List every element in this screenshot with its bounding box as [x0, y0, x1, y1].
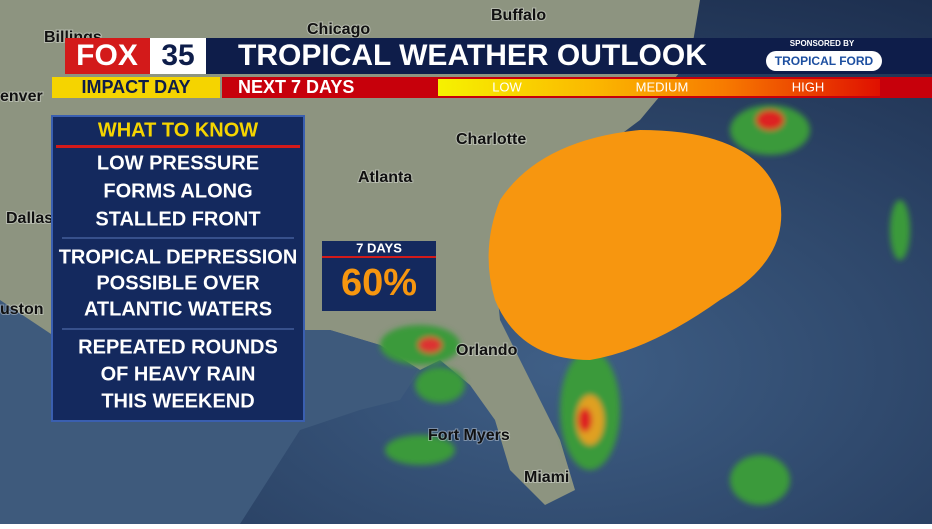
logo-box — [65, 38, 150, 74]
city: Miami — [524, 469, 569, 486]
city: Atlanta — [358, 169, 412, 186]
panel-box — [51, 115, 305, 422]
info-panel: WHAT TO KNOW LOW PRESSURE FORMS ALONG ST… — [51, 115, 305, 422]
chance: 60% — [341, 262, 417, 304]
sponsor-logo — [766, 51, 882, 71]
city: Fort Myers — [428, 427, 510, 444]
panel-item: TROPICAL DEPRESSION — [59, 246, 298, 268]
panel-item: OF HEAVY RAIN — [101, 363, 256, 385]
city: Orlando — [456, 342, 518, 359]
sponsor-label: SPONSORED BY — [790, 39, 855, 48]
badge-box — [322, 241, 436, 311]
city: Buffalo — [491, 7, 546, 24]
legend-label: HIGH — [792, 79, 825, 94]
period: 7 DAYS — [356, 240, 402, 255]
city: Charlotte — [456, 131, 526, 148]
impact: IMPACT DAY — [81, 77, 190, 97]
panel-item: LOW PRESSURE — [97, 152, 259, 174]
city: Dallas — [6, 210, 53, 227]
sponsor: TROPICAL FORD — [775, 54, 874, 68]
impact-box — [52, 77, 220, 98]
logo-number: 35 — [161, 39, 194, 72]
header: FOX 35 TROPICAL WEATHER OUTLOOK SPONSORE… — [52, 38, 932, 98]
panel-item: FORMS ALONG — [103, 180, 252, 202]
city: enver — [0, 88, 43, 105]
city: Chicago — [307, 21, 370, 38]
panel-item: REPEATED ROUNDS — [78, 336, 278, 358]
legend-label: LOW — [492, 79, 522, 94]
logo-number-box — [150, 38, 206, 74]
logo: FOX — [76, 39, 138, 72]
panel-item: STALLED FRONT — [95, 208, 260, 230]
title: TROPICAL WEATHER OUTLOOK — [238, 39, 707, 72]
divider — [56, 145, 300, 148]
panel-item: POSSIBLE OVER — [96, 272, 260, 294]
legend-label: MEDIUM — [636, 79, 689, 94]
outlook-area — [488, 130, 782, 360]
divider — [322, 256, 436, 258]
storm-cells — [380, 105, 910, 505]
subtitle: NEXT 7 DAYS — [238, 77, 354, 97]
city: uston — [0, 301, 44, 318]
panel-item: ATLANTIC WATERS — [84, 298, 272, 320]
legend-scale — [438, 79, 880, 96]
panel-title: WHAT TO KNOW — [98, 119, 258, 141]
panel-item: THIS WEEKEND — [101, 390, 254, 412]
outlook-badge: 7 DAYS 60% — [322, 240, 436, 311]
